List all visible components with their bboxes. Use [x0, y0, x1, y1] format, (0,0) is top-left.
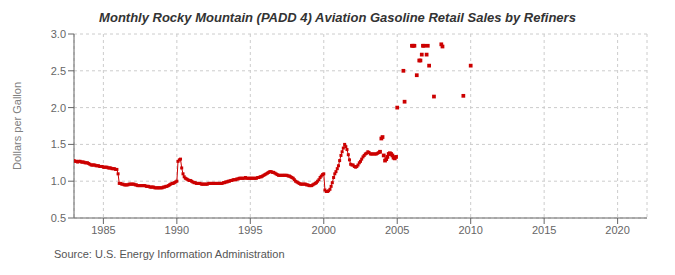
- svg-text:2005: 2005: [385, 224, 409, 236]
- svg-text:1990: 1990: [165, 224, 189, 236]
- html-text:Source: U.S. Energy Informatio: Source: U.S. Energy Information Administ…: [54, 248, 285, 260]
- svg-text:2020: 2020: [605, 224, 629, 236]
- svg-text:3.0: 3.0: [51, 28, 66, 40]
- svg-text:1985: 1985: [91, 224, 115, 236]
- svg-text:2.0: 2.0: [51, 102, 66, 114]
- svg-text:0.5: 0.5: [51, 212, 66, 224]
- svg-text:2.5: 2.5: [51, 65, 66, 77]
- svg-text:2015: 2015: [532, 224, 556, 236]
- svg-text:1.0: 1.0: [51, 175, 66, 187]
- svg-text:1.5: 1.5: [51, 138, 66, 150]
- svg-text:1995: 1995: [238, 224, 262, 236]
- svg-text:Dollars per Gallon: Dollars per Gallon: [11, 82, 23, 170]
- svg-text:2010: 2010: [458, 224, 482, 236]
- html-text:Monthly Rocky Mountain (PADD 4: Monthly Rocky Mountain (PADD 4) Aviation…: [99, 10, 576, 25]
- svg-text:2000: 2000: [312, 224, 336, 236]
